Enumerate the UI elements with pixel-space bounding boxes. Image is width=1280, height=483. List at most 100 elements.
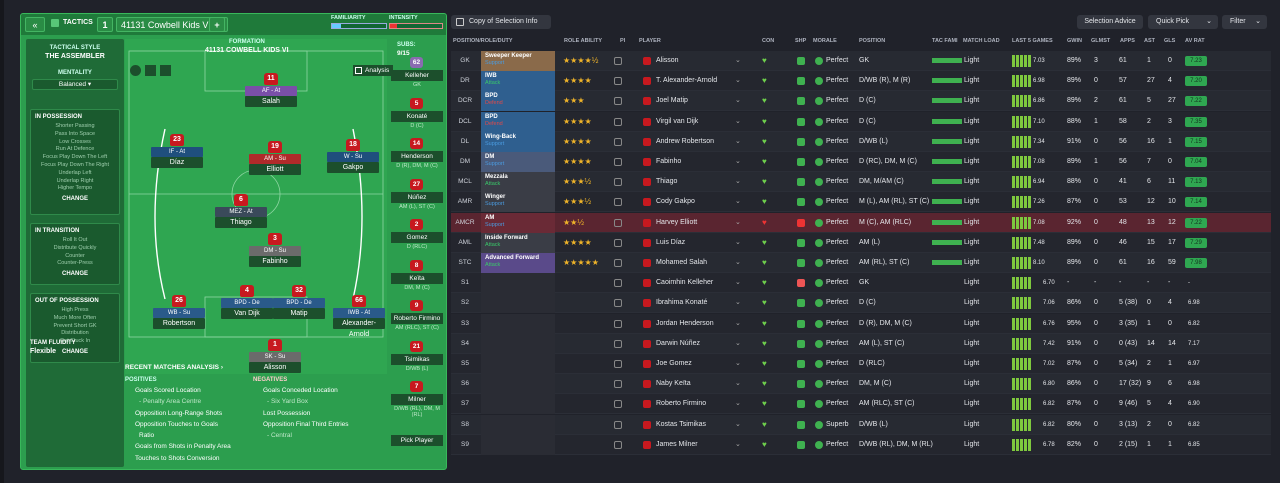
player-name[interactable]: James Milner <box>656 440 698 448</box>
chevron-down-icon[interactable]: ⌄ <box>735 339 741 347</box>
column-header[interactable]: TAC FAMI <box>932 38 958 44</box>
player-name[interactable]: Darwin Núñez <box>656 339 700 347</box>
role-duty-cell[interactable]: BPD Defend <box>481 111 555 132</box>
pitch-player[interactable]: 26 WB - Su Robertson <box>153 295 205 331</box>
chevron-down-icon[interactable]: ⌄ <box>735 319 741 327</box>
add-tactic-button[interactable]: + <box>209 17 225 32</box>
role-duty-cell[interactable]: Mezzala Attack <box>481 172 555 193</box>
analysis-checkbox[interactable] <box>355 67 362 74</box>
pi-icon[interactable] <box>614 420 622 429</box>
column-header[interactable]: LAST 5 GAMES <box>1012 38 1053 44</box>
pi-icon[interactable] <box>614 440 622 449</box>
chevron-down-icon[interactable]: ⌄ <box>735 158 741 165</box>
pi-icon[interactable] <box>614 299 622 308</box>
chevron-down-icon[interactable]: ⌄ <box>735 299 741 307</box>
out-of-possession-change-button[interactable]: CHANGE <box>61 348 88 355</box>
pitch-player[interactable]: 11 AF - At Salah <box>245 73 297 109</box>
pi-icon[interactable] <box>614 77 622 86</box>
pi-icon[interactable] <box>614 57 622 65</box>
in-possession-change-button[interactable]: CHANGE <box>61 196 88 203</box>
pi-icon[interactable] <box>614 218 622 227</box>
pi-icon[interactable] <box>614 117 622 126</box>
role-duty-cell[interactable] <box>481 293 555 314</box>
pi-icon[interactable] <box>614 400 622 409</box>
formation-name[interactable]: 41131 COWBELL KIDS VI <box>205 47 289 54</box>
pi-icon[interactable] <box>614 158 622 166</box>
sub-player[interactable]: 21 Tsimikas D/WB (L) <box>391 340 443 381</box>
role-duty-cell[interactable] <box>481 374 555 395</box>
pi-icon[interactable] <box>614 380 622 389</box>
chevron-down-icon[interactable]: ⌄ <box>735 279 741 287</box>
tactic-slot-number[interactable]: 1 <box>97 17 113 32</box>
column-header[interactable]: AV RAT <box>1185 38 1205 44</box>
in-transition-change-button[interactable]: CHANGE <box>61 271 88 278</box>
column-header[interactable]: GWIN <box>1067 38 1082 44</box>
player-name[interactable]: Alisson <box>656 57 679 64</box>
pi-icon[interactable] <box>614 360 622 368</box>
pi-icon[interactable] <box>614 279 622 288</box>
chevron-down-icon[interactable]: ⌄ <box>735 420 741 428</box>
table-row[interactable]: DCL BPD Defend ★★★★ Virgil van Dijk ⌄ ♥ Perfect… <box>451 111 1271 132</box>
pitch-player[interactable]: 3 DM - Su Fabinho <box>249 233 301 269</box>
player-name[interactable]: Ibrahima Konaté <box>656 299 708 307</box>
table-row[interactable]: S3 Jordan Henderson ⌄ ♥ Perfect D (R), DM, M … <box>451 313 1271 334</box>
pitch-player[interactable]: 1 SK - Su Alisson <box>249 339 301 375</box>
table-row[interactable]: DL Wing-Back Support ★★★★ Andrew Robertson ⌄ ♥… <box>451 131 1271 152</box>
table-row[interactable]: MCL Mezzala Attack ★★★½ Thiago ⌄ ♥ Perfect DM, M… <box>451 172 1271 193</box>
player-name[interactable]: Jordan Henderson <box>656 319 714 327</box>
chevron-down-icon[interactable]: ⌄ <box>735 137 741 145</box>
pi-icon[interactable] <box>614 319 622 328</box>
table-row[interactable]: S2 Ibrahima Konaté ⌄ ♥ Perfect D (C) Light 7.06… <box>451 293 1271 314</box>
column-header[interactable]: POSITION <box>859 38 886 44</box>
stats-icon[interactable] <box>145 65 156 76</box>
table-row[interactable]: S8 Kostas Tsimikas ⌄ ♥ Superb D/WB (L) Light 6.… <box>451 414 1271 435</box>
chevron-down-icon[interactable]: ⌄ <box>735 57 741 64</box>
chevron-down-icon[interactable]: ⌄ <box>735 238 741 246</box>
column-header[interactable]: ROLE ABILITY <box>564 38 602 44</box>
tactic-select[interactable]: 41131 Cowbell Kids VI▾ <box>116 17 228 32</box>
column-header[interactable]: GLMST <box>1091 38 1111 44</box>
chevron-down-icon[interactable]: ⌄ <box>735 259 741 266</box>
column-header[interactable]: SHP <box>795 38 807 44</box>
pi-icon[interactable] <box>614 137 622 146</box>
role-duty-cell[interactable] <box>481 313 555 334</box>
filter-button[interactable]: Filter ⌄ <box>1222 15 1267 29</box>
pitch-player[interactable]: 4 BPD - De Van Dijk <box>221 285 273 321</box>
player-name[interactable]: Andrew Robertson <box>656 137 714 145</box>
player-name[interactable]: Luis Díaz <box>656 238 686 246</box>
player-name[interactable]: Virgil van Dijk <box>656 117 699 125</box>
table-row[interactable]: DM DM Support ★★★★ Fabinho ⌄ ♥ Perfect D (RC), D… <box>451 152 1271 172</box>
column-header[interactable]: PI <box>620 38 626 44</box>
table-row[interactable]: S9 James Milner ⌄ ♥ Perfect D/WB (RL), DM, M … <box>451 434 1271 455</box>
player-name[interactable]: Mohamed Salah <box>656 259 707 266</box>
chevron-down-icon[interactable]: ⌄ <box>735 360 741 367</box>
table-row[interactable]: GK Sweeper Keeper Support ★★★★½ Alisson ⌄ ♥ Per… <box>451 51 1271 71</box>
sub-player[interactable]: 7 Milner D/WB (RL), DM, M (RL) <box>391 381 443 421</box>
report-icon[interactable] <box>160 65 171 76</box>
pi-icon[interactable] <box>614 97 622 106</box>
pi-icon[interactable] <box>614 238 622 247</box>
pitch-player[interactable]: 66 IWB - At Alexander-Arnold <box>333 295 385 338</box>
sub-player[interactable]: 2 Gomez D (RLC) <box>391 219 443 259</box>
pi-icon[interactable] <box>614 259 622 267</box>
role-duty-cell[interactable]: AM Support <box>481 212 555 233</box>
sub-player[interactable]: 8 Keïta DM, M (C) <box>391 259 443 300</box>
chevron-down-icon[interactable]: ⌄ <box>735 77 741 85</box>
sub-player[interactable]: Pick Player <box>391 422 443 462</box>
chevron-down-icon[interactable]: ⌄ <box>735 440 741 448</box>
role-duty-cell[interactable] <box>481 354 555 374</box>
chevron-down-icon[interactable]: ⌄ <box>735 198 741 206</box>
selection-advice-button[interactable]: Selection Advice <box>1077 15 1143 29</box>
chevron-down-icon[interactable]: ⌄ <box>735 380 741 388</box>
sub-player[interactable]: 14 Henderson D (R), DM, M (C) <box>391 138 443 178</box>
pi-icon[interactable] <box>614 339 622 348</box>
role-duty-cell[interactable] <box>481 434 555 455</box>
table-row[interactable]: AMCR AM Support ★★½ Harvey Elliott ⌄ ♥ Perfect M… <box>451 212 1271 233</box>
role-duty-cell[interactable] <box>481 414 555 435</box>
table-row[interactable]: S5 Joe Gomez ⌄ ♥ Perfect D (RLC) Light 7.02 87% 0… <box>451 354 1271 374</box>
role-duty-cell[interactable]: Wing-Back Support <box>481 131 555 152</box>
column-header[interactable]: PLAYER <box>639 38 661 44</box>
table-row[interactable]: S4 Darwin Núñez ⌄ ♥ Perfect AM (L), ST (C) Lig… <box>451 333 1271 354</box>
chevron-down-icon[interactable]: ⌄ <box>735 117 741 125</box>
role-duty-cell[interactable] <box>481 394 555 415</box>
